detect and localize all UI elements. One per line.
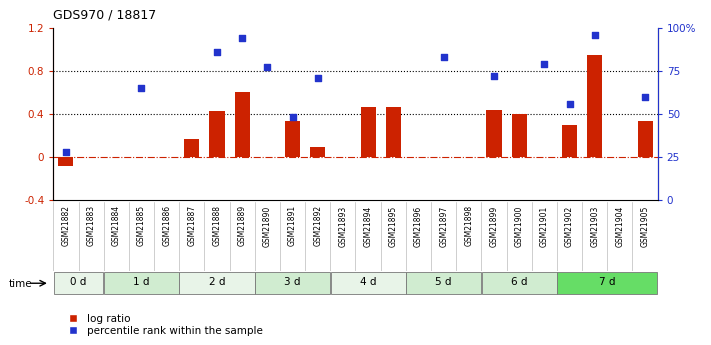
Text: GSM21901: GSM21901	[540, 205, 549, 247]
Text: GSM21904: GSM21904	[616, 205, 624, 247]
Text: GSM21892: GSM21892	[314, 205, 322, 246]
FancyBboxPatch shape	[104, 272, 179, 294]
Text: GSM21905: GSM21905	[641, 205, 650, 247]
FancyBboxPatch shape	[481, 272, 557, 294]
FancyBboxPatch shape	[557, 272, 658, 294]
Bar	[360, 107, 375, 157]
Bar	[385, 107, 401, 157]
Point	[237, 35, 248, 41]
Bar	[58, 157, 73, 166]
Text: GSM21890: GSM21890	[263, 205, 272, 247]
Text: GDS970 / 18817: GDS970 / 18817	[53, 9, 156, 22]
Text: GSM21897: GSM21897	[439, 205, 448, 247]
Point	[589, 32, 600, 37]
Text: 0 d: 0 d	[70, 277, 87, 287]
Point	[287, 115, 298, 120]
Text: 1 d: 1 d	[133, 277, 150, 287]
Bar	[486, 110, 501, 157]
Text: GSM21891: GSM21891	[288, 205, 297, 246]
Text: GSM21893: GSM21893	[338, 205, 348, 247]
Text: GSM21884: GSM21884	[112, 205, 121, 246]
Point	[262, 65, 273, 70]
Text: GSM21886: GSM21886	[162, 205, 171, 246]
Text: GSM21903: GSM21903	[590, 205, 599, 247]
Point	[211, 49, 223, 55]
Text: 2 d: 2 d	[209, 277, 225, 287]
Bar	[184, 139, 199, 157]
Text: GSM21895: GSM21895	[389, 205, 397, 247]
Point	[539, 61, 550, 67]
Text: GSM21883: GSM21883	[87, 205, 95, 246]
Text: GSM21885: GSM21885	[137, 205, 146, 246]
Text: GSM21899: GSM21899	[489, 205, 498, 247]
Text: time: time	[9, 279, 32, 288]
Text: 5 d: 5 d	[435, 277, 452, 287]
FancyBboxPatch shape	[53, 272, 103, 294]
Bar	[235, 92, 250, 157]
Bar	[310, 147, 325, 157]
Text: 7 d: 7 d	[599, 277, 616, 287]
Text: 3 d: 3 d	[284, 277, 301, 287]
Point	[136, 85, 147, 91]
Bar	[210, 111, 225, 157]
Text: GSM21882: GSM21882	[61, 205, 70, 246]
Text: GSM21896: GSM21896	[414, 205, 423, 247]
Bar	[512, 114, 527, 157]
Bar	[562, 125, 577, 157]
FancyBboxPatch shape	[179, 272, 255, 294]
Text: GSM21894: GSM21894	[363, 205, 373, 247]
Text: GSM21889: GSM21889	[237, 205, 247, 246]
Point	[60, 149, 72, 155]
Point	[312, 75, 324, 80]
Text: GSM21900: GSM21900	[515, 205, 524, 247]
Bar	[587, 55, 602, 157]
Text: GSM21888: GSM21888	[213, 205, 222, 246]
Bar	[638, 121, 653, 157]
Point	[488, 73, 500, 79]
Text: 4 d: 4 d	[360, 277, 376, 287]
FancyBboxPatch shape	[406, 272, 481, 294]
FancyBboxPatch shape	[255, 272, 330, 294]
Legend: log ratio, percentile rank within the sample: log ratio, percentile rank within the sa…	[58, 310, 267, 340]
Bar	[285, 121, 300, 157]
Point	[639, 94, 651, 99]
Point	[564, 101, 575, 106]
Text: GSM21887: GSM21887	[187, 205, 196, 246]
Text: GSM21898: GSM21898	[464, 205, 474, 246]
FancyBboxPatch shape	[331, 272, 405, 294]
Text: GSM21902: GSM21902	[565, 205, 574, 247]
Point	[438, 54, 449, 60]
Text: 6 d: 6 d	[511, 277, 528, 287]
